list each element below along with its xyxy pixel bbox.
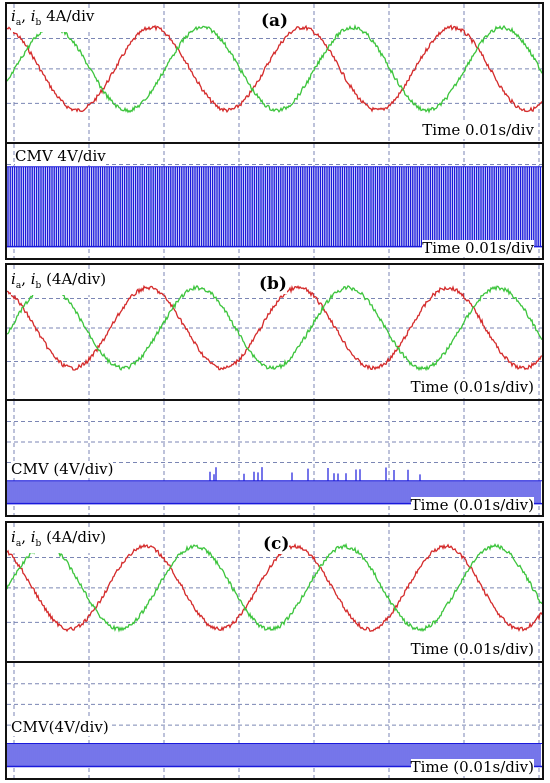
cmv-axis-label-b: CMV (4V/div) — [11, 460, 114, 478]
cmv-plot-b — [7, 401, 542, 515]
current-subplot-a: ia, ib 4A/div (a) Time 0.01s/div — [7, 4, 542, 142]
cmv-time-label-a: Time 0.01s/div — [422, 239, 534, 257]
cmv-subplot-c: CMV(4V/div) Time (0.01s/div) — [7, 663, 542, 778]
cmv-axis-label-a: CMV 4V/div — [15, 147, 106, 165]
cmv-time-label-c: Time (0.01s/div) — [410, 758, 534, 776]
current-time-label-a: Time 0.01s/div — [422, 121, 534, 139]
current-plot-b — [7, 265, 542, 399]
series-ib-line — [7, 24, 542, 114]
current-time-label-b: Time (0.01s/div) — [410, 378, 534, 396]
series-ib-line — [7, 542, 542, 633]
current-axis-label-b: ia, ib (4A/div) — [11, 271, 107, 295]
subplot-divider-a — [7, 142, 542, 144]
current-subplot-c: ia, ib (4A/div) (c) Time (0.01s/div) — [7, 523, 542, 661]
series-ia-line — [7, 543, 542, 633]
series-ia-line — [7, 284, 542, 371]
cmv-subplot-a: CMV 4V/div Time 0.01s/div — [7, 144, 542, 258]
current-subplot-b: ia, ib (4A/div) (b) Time (0.01s/div) — [7, 265, 542, 399]
cmv-axis-label-c: CMV(4V/div) — [11, 718, 109, 736]
panel-tag-b: (b) — [259, 274, 287, 294]
current-axis-label-a: ia, ib 4A/div — [11, 8, 95, 32]
cmv-subplot-b: CMV (4V/div) Time (0.01s/div) — [7, 401, 542, 515]
series-ib-line — [7, 284, 542, 372]
panel-b: ia, ib (4A/div) (b) Time (0.01s/div) CMV… — [5, 263, 544, 517]
cmv-time-label-b: Time (0.01s/div) — [410, 496, 534, 514]
cmv-pulse-train — [7, 467, 541, 504]
cmv-pulse-train — [7, 743, 541, 767]
cmv-plot-c — [7, 663, 542, 778]
cmv-pulse-train — [7, 166, 542, 247]
panel-c: ia, ib (4A/div) (c) Time (0.01s/div) CMV… — [5, 521, 544, 780]
current-plot-a — [7, 4, 542, 142]
subplot-divider-c — [7, 661, 542, 663]
subplot-divider-b — [7, 399, 542, 401]
cmv-plot-a — [7, 144, 542, 258]
series-ia-line — [7, 24, 542, 114]
panel-a: ia, ib 4A/div (a) Time 0.01s/div CMV 4V/… — [5, 2, 544, 260]
panel-tag-a: (a) — [261, 11, 289, 31]
current-axis-label-c: ia, ib (4A/div) — [11, 529, 107, 553]
current-time-label-c: Time (0.01s/div) — [410, 640, 534, 658]
panel-tag-c: (c) — [263, 534, 290, 554]
current-plot-c — [7, 523, 542, 661]
